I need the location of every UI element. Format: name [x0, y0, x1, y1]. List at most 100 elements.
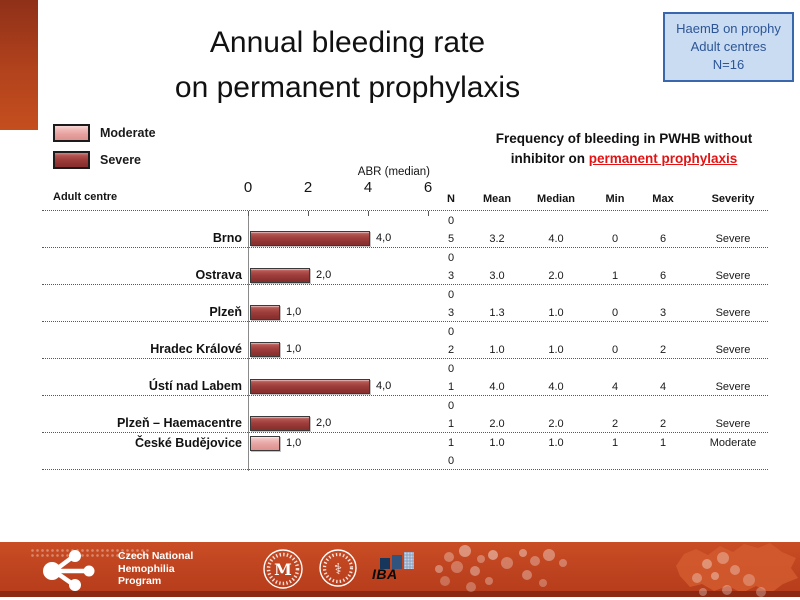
cell-median: 1.0 — [548, 306, 564, 319]
molecule-icon — [43, 550, 95, 591]
cell-n: 1 — [447, 380, 455, 393]
bar-value-label: 1,0 — [286, 437, 302, 449]
iba-label: IBA — [372, 566, 398, 582]
col-header-median: Median — [537, 193, 575, 205]
cell-severity: Moderate — [709, 437, 757, 449]
cnhp-logo — [26, 547, 104, 598]
chart-row-usti-nad-labem: Ústí nad Labem 4,0 0 1 4.0 4.0 4 4 — [42, 359, 768, 396]
table-row: 0 — [42, 360, 768, 378]
cell-n: 0 — [447, 252, 455, 264]
tick-mark — [308, 211, 309, 216]
x-tick-0: 0 — [243, 179, 253, 196]
tick-mark — [248, 211, 249, 216]
cell-n: 1 — [447, 437, 455, 449]
cell-min: 0 — [611, 343, 619, 356]
cell-n: 0 — [447, 363, 455, 375]
info-box-line2: Adult centres — [690, 39, 767, 54]
abr-bar — [250, 267, 310, 283]
cell-severity: Severe — [715, 269, 751, 282]
bar-track: 2,0 — [250, 266, 480, 284]
bar-track: 1,0 — [250, 434, 480, 452]
legend-label-moderate: Moderate — [100, 125, 156, 140]
cell-n: 2 — [447, 343, 455, 356]
tick-mark — [368, 211, 369, 216]
cell-mean: 1.0 — [489, 437, 505, 449]
bar-track: 4,0 — [250, 229, 480, 247]
cell-min: 2 — [611, 417, 619, 430]
cell-n: 0 — [447, 326, 455, 338]
table-row: 5 3.2 4.0 0 6 Severe — [42, 230, 768, 248]
col-header-mean: Mean — [482, 193, 512, 205]
cnhp-label-line2: Hemophilia — [118, 562, 175, 575]
page-title-line1: Annual bleeding rate — [209, 26, 486, 59]
cell-max: 2 — [659, 417, 667, 430]
table-row: 0 — [42, 397, 768, 415]
legend-item-moderate: Moderate — [53, 119, 156, 146]
bar-value-label: 2,0 — [316, 269, 332, 281]
info-box-line1: HaemB on prophy — [676, 21, 781, 36]
bar-track: 1,0 — [250, 340, 480, 358]
iba-bars-icon — [380, 552, 424, 569]
chart-row-hradec-kralove: Hradec Králové 1,0 0 2 1.0 1.0 0 2 — [42, 322, 768, 359]
cell-max: 3 — [659, 306, 667, 319]
table-row: 3 1.3 1.0 0 3 Severe — [42, 304, 768, 322]
cell-max: 6 — [659, 269, 667, 282]
cnhp-label: Czech National Hemophilia Program — [118, 550, 193, 588]
abr-bar — [250, 341, 280, 357]
footer-dot-pattern — [30, 548, 150, 557]
table-row: 1 1.0 1.0 1 1 Moderate — [42, 434, 768, 452]
table-title: Frequency of bleeding in PWHB without in… — [452, 129, 796, 169]
cell-n: 0 — [447, 215, 455, 227]
cell-n: 0 — [447, 289, 455, 301]
cell-n: 3 — [447, 269, 455, 282]
cell-severity: Severe — [715, 417, 751, 430]
cell-median: 4.0 — [548, 380, 564, 393]
col-header-severity: Severity — [711, 193, 755, 205]
centre-label: Plzeň – Haemacentre — [116, 416, 242, 430]
bar-track: 1,0 — [250, 303, 480, 321]
row-axis-label: Adult centre — [53, 191, 118, 203]
legend-item-severe: Severe — [53, 146, 156, 173]
centre-label: Plzeň — [209, 305, 242, 319]
centre-label: Brno — [212, 231, 242, 245]
bar-track: 2,0 — [250, 414, 480, 432]
cell-min: 1 — [611, 437, 619, 449]
cell-mean: 1.3 — [489, 306, 505, 319]
university-seal-icon: M — [262, 548, 304, 595]
centre-label: Hradec Králové — [150, 342, 242, 356]
bar-value-label: 1,0 — [286, 343, 302, 355]
cell-median: 2.0 — [548, 269, 564, 282]
footer-dot-cluster — [425, 547, 437, 559]
abr-bar — [250, 435, 280, 451]
table-row: 0 — [42, 286, 768, 304]
col-header-max: Max — [652, 193, 674, 205]
cell-max: 2 — [659, 343, 667, 356]
cell-max: 4 — [659, 380, 667, 393]
y-axis-line — [248, 211, 249, 471]
chart-row-ostrava: Ostrava 2,0 0 3 3.0 2.0 1 6 Seve — [42, 248, 768, 285]
abr-bar — [250, 415, 310, 431]
table-row: 3 3.0 2.0 1 6 Severe — [42, 267, 768, 285]
chart-row-ceske-budejovice: České Budějovice 1,0 1 1.0 1.0 1 1 Moder… — [42, 433, 768, 470]
bar-value-label: 4,0 — [376, 232, 392, 244]
table-row: 2 1.0 1.0 0 2 Severe — [42, 341, 768, 359]
cell-median: 1.0 — [548, 343, 564, 356]
x-tick-2: 2 — [303, 179, 313, 196]
cell-n: 3 — [447, 306, 455, 319]
chart-row-brno: Brno 4,0 0 5 3.2 4.0 0 6 Severe — [42, 211, 768, 248]
bar-value-label: 1,0 — [286, 306, 302, 318]
cell-max: 1 — [659, 437, 667, 449]
cell-severity: Severe — [715, 306, 751, 319]
cell-mean: 3.0 — [489, 269, 505, 282]
x-axis-label: ABR (median) — [357, 166, 430, 178]
info-box: HaemB on prophy Adult centres N=16 — [663, 12, 794, 82]
cell-median: 1.0 — [548, 437, 564, 449]
cell-mean: 1.0 — [489, 343, 505, 356]
legend-label-severe: Severe — [100, 152, 142, 167]
cell-severity: Severe — [715, 232, 751, 245]
table-title-line2-plain: inhibitor on — [510, 151, 585, 166]
chart-row-plzen-haemacentre: Plzeň – Haemacentre 2,0 0 1 2.0 2.0 2 2 — [42, 396, 768, 433]
abr-bar — [250, 304, 280, 320]
cell-n: 1 — [447, 417, 455, 430]
